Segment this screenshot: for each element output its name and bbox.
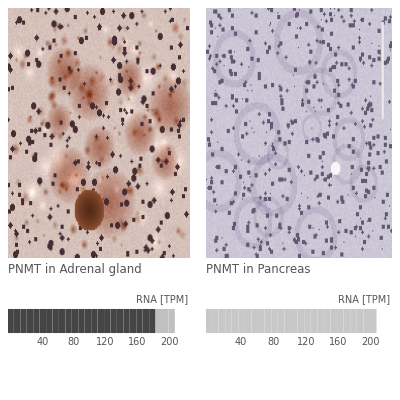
Text: PNMT in Adrenal gland: PNMT in Adrenal gland [8, 263, 142, 276]
FancyBboxPatch shape [278, 309, 284, 333]
FancyBboxPatch shape [52, 309, 59, 333]
FancyBboxPatch shape [143, 309, 149, 333]
FancyBboxPatch shape [20, 309, 27, 333]
Text: 120: 120 [96, 337, 115, 347]
FancyBboxPatch shape [104, 309, 110, 333]
Text: 80: 80 [267, 337, 280, 347]
FancyBboxPatch shape [130, 309, 136, 333]
Text: 200: 200 [361, 337, 380, 347]
Text: 120: 120 [296, 337, 315, 347]
FancyBboxPatch shape [110, 309, 117, 333]
FancyBboxPatch shape [72, 309, 78, 333]
FancyBboxPatch shape [284, 309, 291, 333]
Text: 160: 160 [128, 337, 146, 347]
Text: 40: 40 [36, 337, 48, 347]
FancyBboxPatch shape [27, 309, 33, 333]
FancyBboxPatch shape [168, 309, 175, 333]
FancyBboxPatch shape [245, 309, 252, 333]
FancyBboxPatch shape [123, 309, 130, 333]
FancyBboxPatch shape [337, 309, 344, 333]
FancyBboxPatch shape [85, 309, 91, 333]
FancyBboxPatch shape [136, 309, 143, 333]
FancyBboxPatch shape [98, 309, 104, 333]
FancyBboxPatch shape [330, 309, 337, 333]
FancyBboxPatch shape [33, 309, 40, 333]
FancyBboxPatch shape [156, 309, 162, 333]
Text: RNA [TPM]: RNA [TPM] [136, 294, 188, 304]
FancyBboxPatch shape [219, 309, 225, 333]
FancyBboxPatch shape [238, 309, 245, 333]
FancyBboxPatch shape [291, 309, 298, 333]
FancyBboxPatch shape [271, 309, 278, 333]
FancyBboxPatch shape [78, 309, 85, 333]
Text: PNMT in Pancreas: PNMT in Pancreas [206, 263, 310, 276]
FancyBboxPatch shape [14, 309, 20, 333]
Text: 160: 160 [329, 337, 347, 347]
FancyBboxPatch shape [91, 309, 98, 333]
FancyBboxPatch shape [258, 309, 265, 333]
Text: 40: 40 [235, 337, 247, 347]
FancyBboxPatch shape [46, 309, 52, 333]
FancyBboxPatch shape [117, 309, 123, 333]
Text: RNA [TPM]: RNA [TPM] [338, 294, 390, 304]
Text: 200: 200 [160, 337, 178, 347]
FancyBboxPatch shape [8, 309, 14, 333]
FancyBboxPatch shape [265, 309, 271, 333]
FancyBboxPatch shape [370, 309, 376, 333]
FancyBboxPatch shape [40, 309, 46, 333]
FancyBboxPatch shape [311, 309, 317, 333]
FancyBboxPatch shape [363, 309, 370, 333]
FancyBboxPatch shape [298, 309, 304, 333]
FancyBboxPatch shape [324, 309, 330, 333]
FancyBboxPatch shape [350, 309, 357, 333]
FancyBboxPatch shape [149, 309, 156, 333]
Text: 80: 80 [68, 337, 80, 347]
FancyBboxPatch shape [212, 309, 218, 333]
FancyBboxPatch shape [317, 309, 324, 333]
FancyBboxPatch shape [232, 309, 238, 333]
FancyBboxPatch shape [206, 309, 212, 333]
FancyBboxPatch shape [59, 309, 65, 333]
FancyBboxPatch shape [252, 309, 258, 333]
FancyBboxPatch shape [162, 309, 168, 333]
FancyBboxPatch shape [304, 309, 311, 333]
FancyBboxPatch shape [344, 309, 350, 333]
FancyBboxPatch shape [357, 309, 363, 333]
FancyBboxPatch shape [66, 309, 72, 333]
FancyBboxPatch shape [225, 309, 232, 333]
